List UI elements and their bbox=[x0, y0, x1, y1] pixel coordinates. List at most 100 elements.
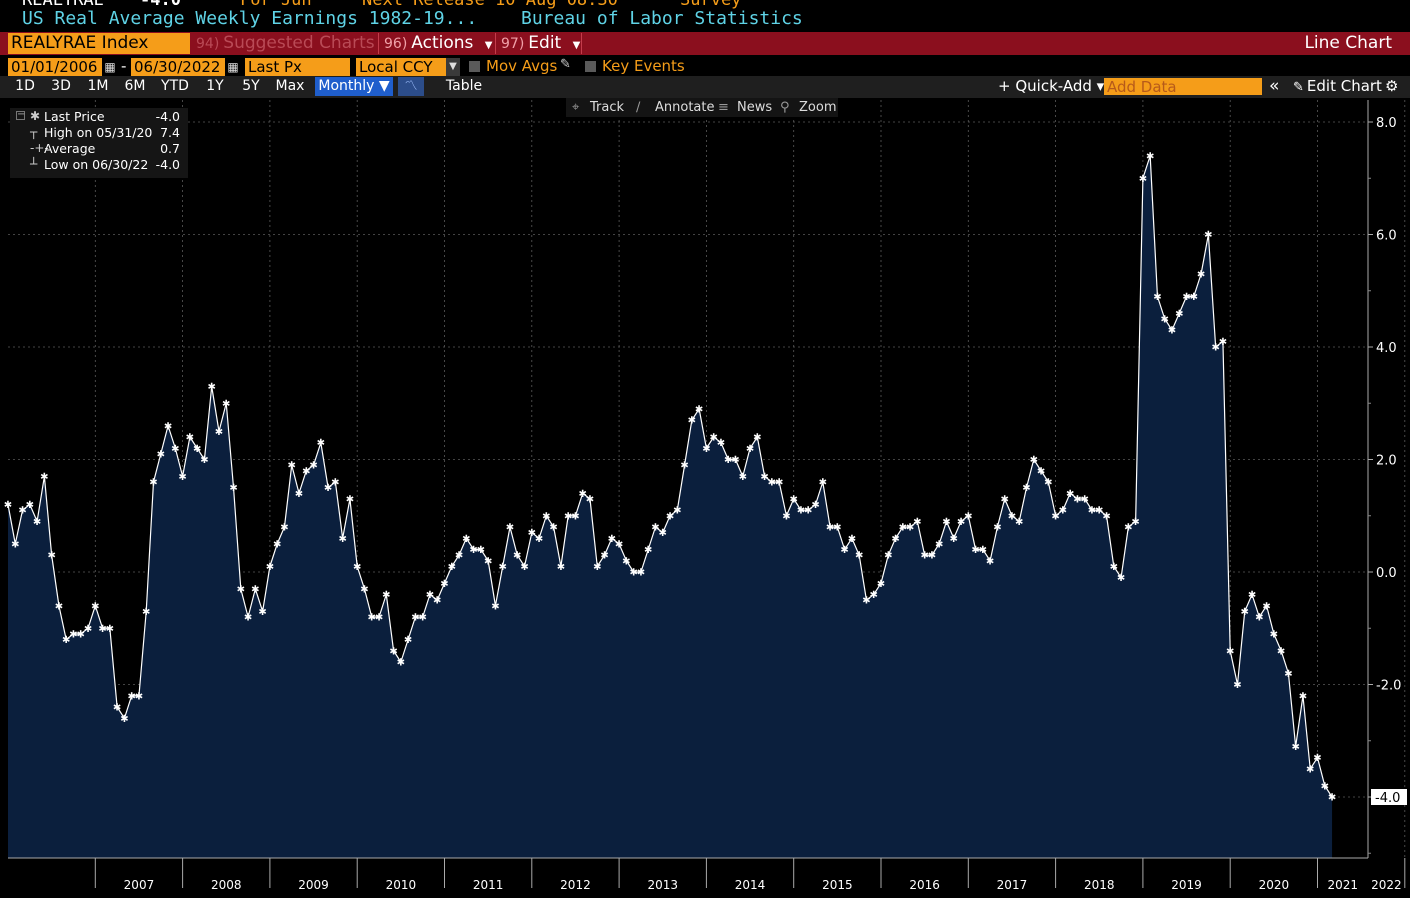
data-point: ✱ bbox=[855, 551, 863, 562]
currency-dropdown-icon[interactable]: ▼ bbox=[446, 58, 460, 76]
calendar-icon[interactable]: ▦ bbox=[104, 60, 116, 74]
annotate-button[interactable]: Annotate bbox=[655, 100, 715, 115]
data-point: ✱ bbox=[1102, 511, 1110, 522]
legend-high-value: 7.4 bbox=[160, 125, 180, 140]
data-point: ✱ bbox=[782, 511, 790, 522]
data-point: ✱ bbox=[251, 584, 259, 595]
field-selector[interactable]: Last Px bbox=[245, 58, 350, 76]
frequency-dropdown[interactable]: Monthly ▼ bbox=[315, 77, 393, 96]
collapse-icon[interactable]: « bbox=[1269, 76, 1280, 96]
data-point: ✱ bbox=[1037, 466, 1045, 477]
currency-selector[interactable]: Local CCY bbox=[356, 58, 446, 76]
data-point: ✱ bbox=[346, 494, 354, 505]
data-point: ✱ bbox=[462, 534, 470, 545]
data-point: ✱ bbox=[142, 607, 150, 618]
data-point: ✱ bbox=[1270, 629, 1278, 640]
pencil-icon[interactable]: ✎ bbox=[560, 57, 571, 72]
x-tick-label: 2021 bbox=[1327, 878, 1358, 892]
period-ytd[interactable]: YTD bbox=[161, 78, 189, 94]
data-point: ✱ bbox=[804, 506, 812, 517]
news-button[interactable]: News bbox=[737, 100, 773, 115]
add-data-input[interactable] bbox=[1104, 78, 1262, 95]
track-button[interactable]: Track bbox=[590, 100, 625, 115]
x-tick-label: 2019 bbox=[1171, 878, 1202, 892]
data-point: ✱ bbox=[724, 455, 732, 466]
data-point: ✱ bbox=[1073, 494, 1081, 505]
period-3d[interactable]: 3D bbox=[51, 78, 71, 94]
x-tick-label: 2022 bbox=[1371, 878, 1402, 892]
data-point: ✱ bbox=[840, 545, 848, 556]
quick-add-button[interactable]: + Quick-Add ▾ bbox=[998, 77, 1105, 95]
data-point: ✱ bbox=[731, 455, 739, 466]
legend-last-value: -4.0 bbox=[155, 109, 180, 124]
edit-chart-button[interactable]: ✎ Edit Chart bbox=[1293, 77, 1382, 96]
data-point: ✱ bbox=[404, 635, 412, 646]
price-chart[interactable]: ✱ ✱ ✱ ✱ ✱ ✱ ✱ ✱ ✱ ✱ ✱ ✱ ✱ ✱ ✱ ✱ ✱ ✱ ✱ ✱ ✱ ✱ ✱ ✱ ✱ ✱ ✱ ✱ ✱ ✱ ✱ ✱ ✱ ✱ ✱ ✱ ✱ ✱ ✱ ✱… bbox=[0, 98, 1410, 898]
data-point: ✱ bbox=[491, 601, 499, 612]
data-point: ✱ bbox=[11, 539, 19, 550]
key-events-label[interactable]: Key Events bbox=[602, 57, 685, 75]
calendar-icon[interactable]: ▦ bbox=[227, 60, 239, 74]
data-point: ✱ bbox=[1255, 613, 1263, 624]
period-5y[interactable]: 5Y bbox=[242, 78, 260, 94]
period-6m[interactable]: 6M bbox=[124, 78, 146, 94]
crosshair-icon[interactable]: ⌖ bbox=[572, 100, 580, 115]
data-point: ✱ bbox=[127, 691, 135, 702]
news-icon[interactable]: ≡ bbox=[718, 100, 729, 115]
data-point: ✱ bbox=[702, 444, 710, 455]
period-1m[interactable]: 1M bbox=[87, 78, 109, 94]
x-tick-label: 2007 bbox=[124, 878, 155, 892]
suggested-charts-button[interactable]: 94) Suggested Charts bbox=[196, 33, 375, 54]
header-line-1: REALYRAE -4.0 For Jun Next Release 10 Au… bbox=[0, 0, 1410, 10]
data-point: ✱ bbox=[1241, 607, 1249, 618]
period-1d[interactable]: 1D bbox=[15, 78, 35, 94]
data-point: ✱ bbox=[1262, 601, 1270, 612]
data-point: ✱ bbox=[77, 629, 85, 640]
line-chart-icon[interactable]: 〽 bbox=[398, 77, 424, 96]
data-point: ✱ bbox=[448, 562, 456, 573]
mov-avgs-checkbox[interactable] bbox=[469, 61, 480, 72]
data-point: ✱ bbox=[1226, 646, 1234, 657]
mov-avgs-label[interactable]: Mov Avgs bbox=[486, 57, 558, 75]
period-1y[interactable]: 1Y bbox=[206, 78, 224, 94]
data-point: ✱ bbox=[1204, 230, 1212, 241]
data-point: ✱ bbox=[324, 483, 332, 494]
gear-icon[interactable]: ⚙ bbox=[1385, 77, 1399, 95]
legend-low: ┴ Low on 06/30/22 -4.0 bbox=[10, 157, 188, 173]
data-point: ✱ bbox=[84, 624, 92, 635]
zoom-button[interactable]: Zoom bbox=[799, 100, 837, 115]
zoom-icon[interactable]: ⚲ bbox=[780, 100, 790, 115]
edit-label: Edit bbox=[528, 33, 562, 53]
key-events-checkbox[interactable] bbox=[585, 61, 596, 72]
data-point: ✱ bbox=[826, 523, 834, 534]
data-point: ✱ bbox=[208, 382, 216, 393]
actions-button[interactable]: 96) Actions ▼ bbox=[384, 33, 493, 54]
end-date-field[interactable]: 06/30/2022 bbox=[131, 58, 225, 76]
period-max[interactable]: Max bbox=[275, 78, 305, 94]
data-point: ✱ bbox=[600, 551, 608, 562]
data-point: ✱ bbox=[986, 556, 994, 567]
x-tick-label: 2014 bbox=[735, 878, 766, 892]
legend-low-value: -4.0 bbox=[155, 157, 180, 172]
annotate-icon[interactable]: ∕ bbox=[636, 100, 641, 115]
actions-label: Actions bbox=[411, 33, 474, 53]
start-date-field[interactable]: 01/01/2006 bbox=[8, 58, 102, 76]
x-tick-label: 2018 bbox=[1084, 878, 1115, 892]
data-point: ✱ bbox=[1139, 174, 1147, 185]
data-point: ✱ bbox=[913, 517, 921, 528]
data-point: ✱ bbox=[302, 466, 310, 477]
data-point: ✱ bbox=[397, 658, 405, 669]
security-field[interactable]: REALYRAE Index bbox=[8, 33, 190, 54]
table-button[interactable]: Table bbox=[445, 78, 483, 94]
data-point: ✱ bbox=[229, 483, 237, 494]
chart-type-label[interactable]: Line Chart bbox=[1304, 33, 1392, 53]
data-point: ✱ bbox=[1277, 646, 1285, 657]
data-point: ✱ bbox=[62, 635, 70, 646]
data-point: ✱ bbox=[18, 506, 26, 517]
edit-button[interactable]: 97) Edit ▼ bbox=[501, 33, 580, 54]
data-point: ✱ bbox=[964, 511, 972, 522]
data-point: ✱ bbox=[1168, 326, 1176, 337]
x-tick-label: 2013 bbox=[647, 878, 678, 892]
data-point: ✱ bbox=[98, 624, 106, 635]
collapse-legend-icon[interactable]: − bbox=[16, 109, 26, 120]
